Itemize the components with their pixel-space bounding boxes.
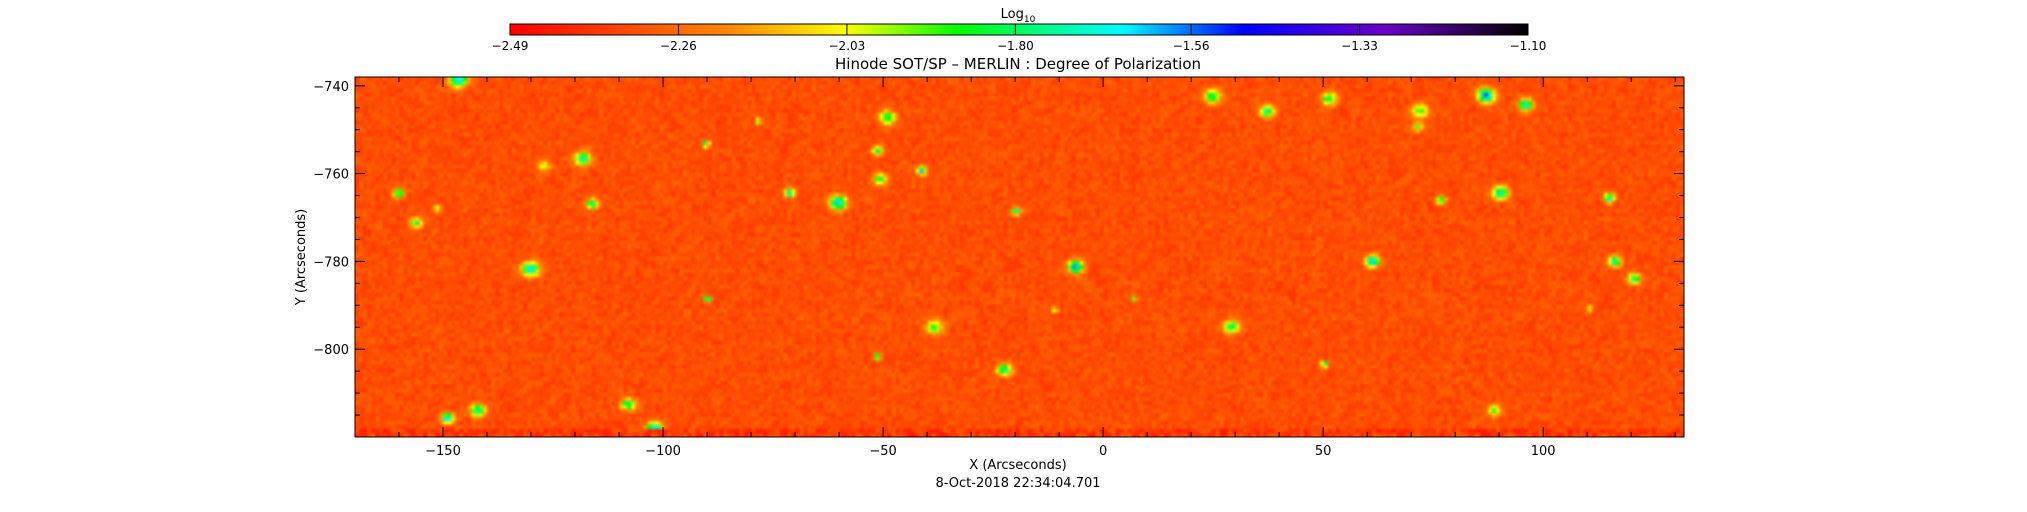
colorbar-tick-label: −1.33	[1341, 39, 1378, 53]
colorbar-tick-label: −1.56	[1173, 39, 1210, 53]
colorbar-gradient	[509, 23, 1529, 36]
x-tick-label: 0	[1099, 444, 1107, 459]
y-tick-label: −780	[313, 255, 349, 270]
x-tick-label: 100	[1531, 444, 1556, 459]
plot-frame	[354, 76, 1685, 438]
colorbar-label: Log10	[1001, 7, 1036, 25]
y-tick-label: −760	[313, 168, 349, 183]
colorbar-tick-label: −2.49	[492, 39, 529, 53]
colorbar-tick-label: −2.26	[660, 39, 697, 53]
x-axis-label: X (Arcseconds)	[969, 458, 1066, 473]
x-tick-label: −150	[425, 444, 461, 459]
y-tick-label: −800	[313, 343, 349, 358]
x-tick-label: −50	[869, 444, 896, 459]
y-axis-label: Y (Arcseconds)	[294, 209, 309, 306]
timestamp: 8-Oct-2018 22:34:04.701	[935, 476, 1100, 491]
x-axis: −150 −100 −50 0 50 100	[354, 77, 1676, 459]
y-axis: −740 −760 −780 −800	[313, 80, 1684, 438]
x-tick-label: 50	[1315, 444, 1332, 459]
colorbar-tick-label: −1.80	[997, 39, 1034, 53]
colorbar-tick-label: −2.03	[829, 39, 866, 53]
heatmap-image	[355, 77, 1684, 437]
chart-title: Hinode SOT/SP – MERLIN : Degree of Polar…	[835, 55, 1201, 73]
colorbar-ticks: −2.49 −2.26 −2.03 −1.80 −1.56 −1.33 −1.10	[492, 24, 1547, 53]
y-tick-label: −740	[313, 80, 349, 95]
heatmap-raster	[355, 77, 1684, 437]
x-tick-label: −100	[645, 444, 681, 459]
colorbar-tick-label: −1.10	[1510, 39, 1547, 53]
colorbar: Log10 −2.49 −2.26 −2.03 −1.80 −1.56 −1.33 −1.1…	[492, 7, 1547, 53]
